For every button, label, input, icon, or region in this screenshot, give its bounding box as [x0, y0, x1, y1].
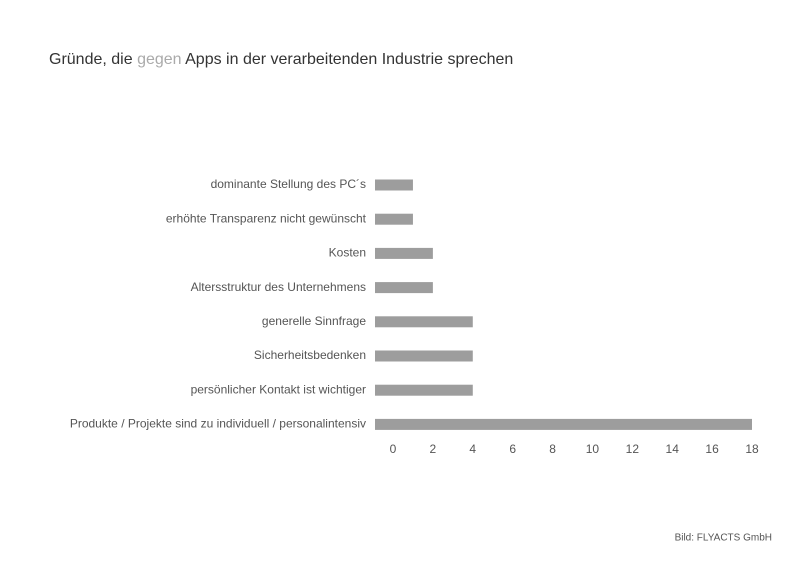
x-tick-label: 14: [666, 442, 680, 456]
y-tick-label: Altersstruktur des Unternehmens: [191, 280, 366, 294]
x-tick-label: 4: [469, 442, 476, 456]
y-tick-label: Kosten: [329, 246, 366, 260]
x-tick-label: 10: [586, 442, 600, 456]
title-highlight: gegen: [137, 51, 182, 68]
bar: [375, 247, 433, 259]
y-tick-label: generelle Sinnfrage: [262, 314, 366, 328]
bar: [375, 213, 413, 225]
x-tick-label: 18: [745, 442, 759, 456]
y-tick-label: Sicherheitsbedenken: [254, 348, 366, 362]
bar: [375, 179, 413, 191]
y-tick-label: dominante Stellung des PC´s: [211, 177, 366, 191]
bar: [375, 282, 433, 294]
x-tick-label: 2: [430, 442, 437, 456]
x-tick-label: 12: [626, 442, 640, 456]
y-tick-label: erhöhte Transparenz nicht gewünscht: [166, 211, 367, 225]
y-tick-label: Produkte / Projekte sind zu individuell …: [70, 417, 366, 431]
x-tick-label: 8: [549, 442, 556, 456]
title-part: Gründe, die: [49, 51, 137, 68]
chart-title: Gründe, die gegen Apps in der verarbeite…: [49, 51, 513, 68]
source: Bild: FLYACTS GmbH: [675, 533, 772, 544]
bar: [375, 316, 473, 328]
y-tick-label: persönlicher Kontakt ist wichtiger: [191, 382, 366, 396]
x-tick-label: 6: [509, 442, 516, 456]
x-tick-label: 0: [390, 442, 397, 456]
title-part: Apps in der verarbeitenden Industrie spr…: [182, 51, 514, 68]
bar: [375, 350, 473, 362]
bar: [375, 384, 473, 396]
x-tick-label: 16: [705, 442, 719, 456]
bar: [375, 418, 752, 430]
